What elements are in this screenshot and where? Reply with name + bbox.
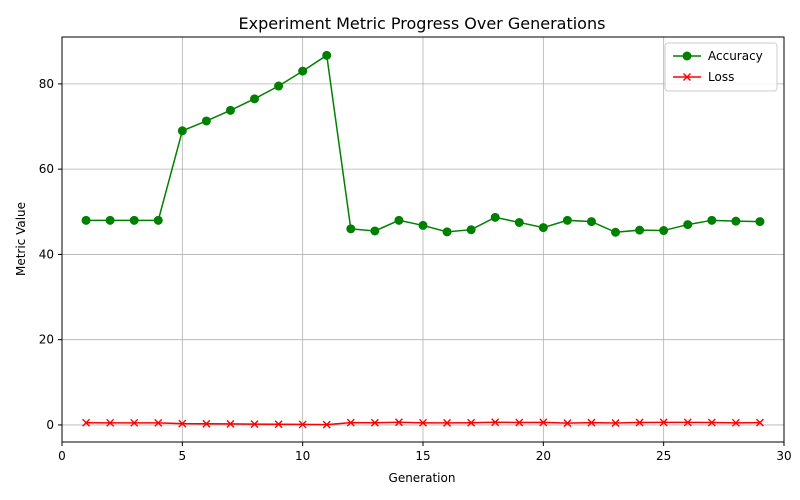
x-tick-label: 0 — [58, 449, 66, 463]
loss-point — [322, 420, 331, 429]
y-tick-label: 20 — [39, 333, 54, 347]
accuracy-point — [442, 227, 452, 237]
accuracy-point — [683, 220, 693, 230]
x-tick-label: 30 — [776, 449, 791, 463]
x-axis-label: Generation — [389, 471, 456, 485]
series-layer — [81, 50, 765, 429]
y-axis-ticks: 0 20 40 60 80 — [39, 77, 62, 432]
accuracy-point — [298, 66, 308, 76]
accuracy-point — [177, 126, 187, 136]
loss-point — [683, 418, 692, 427]
loss-point — [707, 418, 716, 427]
accuracy-point — [346, 224, 356, 234]
loss-point — [370, 418, 379, 427]
y-axis-label: Metric Value — [14, 202, 28, 276]
accuracy-point — [514, 217, 524, 227]
accuracy-point — [370, 226, 380, 236]
accuracy-point — [707, 215, 717, 225]
accuracy-point — [611, 227, 621, 237]
x-tick-label: 15 — [415, 449, 430, 463]
loss-point — [491, 418, 500, 427]
y-tick-label: 60 — [39, 162, 54, 176]
chart-title: Experiment Metric Progress Over Generati… — [239, 14, 606, 33]
accuracy-point — [322, 50, 332, 60]
accuracy-point — [731, 216, 741, 226]
legend-label: Loss — [708, 70, 734, 84]
accuracy-point — [201, 116, 211, 126]
accuracy-point — [105, 215, 115, 225]
accuracy-point — [129, 215, 139, 225]
loss-point — [130, 418, 139, 427]
loss-point — [731, 418, 740, 427]
grid-lines — [61, 37, 785, 442]
legend-marker — [682, 51, 692, 61]
x-tick-label: 5 — [179, 449, 187, 463]
loss-point — [298, 420, 307, 429]
loss-point — [226, 419, 235, 428]
loss-point — [515, 418, 524, 427]
loss-point — [202, 419, 211, 428]
loss-point — [346, 418, 355, 427]
loss-point — [178, 419, 187, 428]
loss-point — [587, 418, 596, 427]
loss-point — [659, 418, 668, 427]
legend: Accuracy Loss — [664, 42, 778, 92]
x-tick-label: 25 — [656, 449, 671, 463]
loss-point — [539, 418, 548, 427]
loss-point — [635, 418, 644, 427]
accuracy-point — [755, 217, 765, 227]
accuracy-point — [562, 215, 572, 225]
y-tick-label: 0 — [46, 418, 54, 432]
loss-point — [250, 420, 259, 429]
loss-point — [419, 418, 427, 427]
legend-item-accuracy: Accuracy — [673, 49, 763, 63]
loss-point — [755, 418, 764, 427]
series-loss — [82, 418, 764, 429]
loss-point — [154, 418, 163, 427]
accuracy-point — [81, 215, 91, 225]
accuracy-point — [418, 220, 428, 230]
loss-point — [443, 418, 452, 427]
legend-label: Accuracy — [708, 49, 763, 63]
loss-point — [563, 419, 572, 428]
loss-point — [274, 420, 283, 429]
accuracy-point — [490, 212, 500, 222]
accuracy-point — [586, 217, 596, 227]
accuracy-point — [659, 226, 669, 236]
series-accuracy — [81, 50, 765, 237]
x-tick-label: 10 — [295, 449, 310, 463]
legend-marker — [683, 73, 691, 81]
legend-item-loss: Loss — [673, 70, 734, 84]
y-tick-label: 40 — [39, 247, 54, 261]
x-tick-label: 20 — [536, 449, 551, 463]
legend-box — [664, 42, 778, 92]
loss-point — [82, 418, 91, 427]
accuracy-point — [225, 105, 235, 115]
loss-point — [611, 418, 620, 427]
accuracy-point — [466, 225, 476, 235]
y-tick-label: 80 — [39, 77, 54, 91]
accuracy-point — [635, 225, 645, 235]
loss-point — [467, 418, 476, 427]
accuracy-point — [274, 81, 284, 91]
accuracy-point — [153, 215, 163, 225]
loss-point — [394, 418, 403, 427]
accuracy-point — [538, 223, 548, 233]
accuracy-point — [394, 215, 404, 225]
loss-point — [106, 418, 115, 427]
accuracy-point — [250, 94, 260, 104]
x-axis-ticks: 0 5 10 15 20 25 30 — [58, 442, 792, 463]
